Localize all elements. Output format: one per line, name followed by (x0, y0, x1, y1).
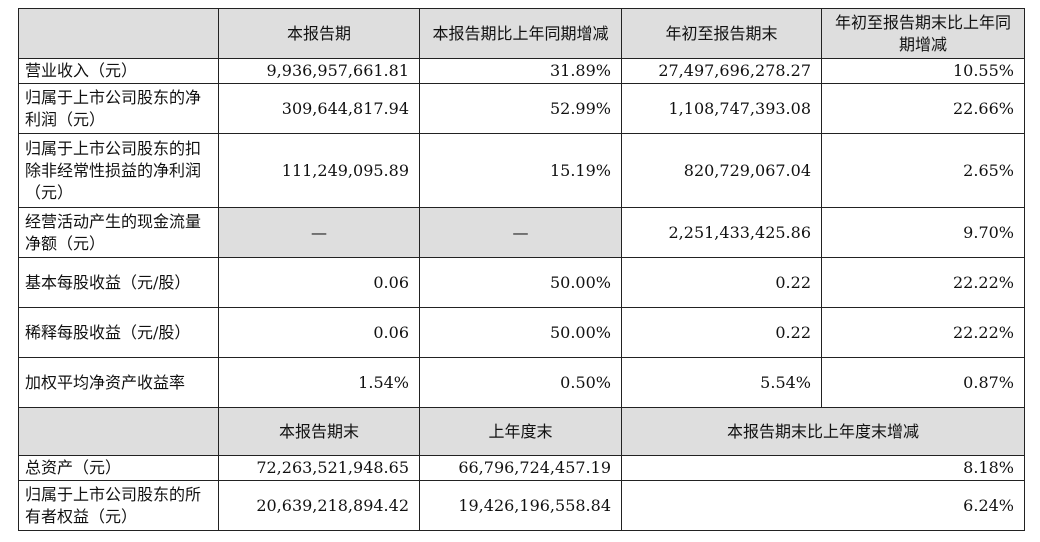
cell-value: 0.22 (621, 307, 822, 358)
cell-dash: — (218, 207, 420, 258)
header-ytd: 年初至报告期末 (621, 8, 822, 59)
financial-table: 本报告期 本报告期比上年同期增减 年初至报告期末 年初至报告期末比上年同期增减 … (18, 8, 1025, 531)
cell-value: 10.55% (821, 58, 1025, 84)
cell-value: 1,108,747,393.08 (621, 83, 822, 134)
header-current-period: 本报告期 (218, 8, 420, 59)
cell-value: 111,249,095.89 (218, 133, 420, 208)
cell-value: 50.00% (419, 307, 622, 358)
table-row: 营业收入（元） 9,936,957,661.81 31.89% 27,497,6… (18, 58, 1025, 84)
cell-value: 20,639,218,894.42 (218, 480, 420, 531)
cell-value: 22.22% (821, 307, 1025, 358)
cell-value: 52.99% (419, 83, 622, 134)
row-label: 归属于上市公司股东的所有者权益（元） (18, 480, 219, 531)
cell-value: 66,796,724,457.19 (419, 455, 622, 481)
header-period-end-change: 本报告期末比上年度末增减 (621, 407, 1025, 456)
cell-value: 9.70% (821, 207, 1025, 258)
table-row: 归属于上市公司股东的所有者权益（元） 20,639,218,894.42 19,… (18, 480, 1025, 531)
cell-value: 27,497,696,278.27 (621, 58, 822, 84)
table-row: 稀释每股收益（元/股） 0.06 50.00% 0.22 22.22% (18, 307, 1025, 358)
cell-value: 0.22 (621, 257, 822, 308)
cell-value: 309,644,817.94 (218, 83, 420, 134)
table-row: 加权平均净资产收益率 1.54% 0.50% 5.54% 0.87% (18, 357, 1025, 408)
table-row: 经营活动产生的现金流量净额（元） — — 2,251,433,425.86 9.… (18, 207, 1025, 258)
row-label: 经营活动产生的现金流量净额（元） (18, 207, 219, 258)
header-blank (18, 407, 219, 456)
header-ytd-yoy: 年初至报告期末比上年同期增减 (821, 8, 1025, 59)
row-label: 稀释每股收益（元/股） (18, 307, 219, 358)
cell-value: 15.19% (419, 133, 622, 208)
row-label: 营业收入（元） (18, 58, 219, 84)
cell-value: 0.06 (218, 307, 420, 358)
cell-value: 820,729,067.04 (621, 133, 822, 208)
header-row-1: 本报告期 本报告期比上年同期增减 年初至报告期末 年初至报告期末比上年同期增减 (18, 8, 1025, 59)
cell-value: 31.89% (419, 58, 622, 84)
table-row: 归属于上市公司股东的扣除非经常性损益的净利润（元） 111,249,095.89… (18, 133, 1025, 208)
cell-value: 19,426,196,558.84 (419, 480, 622, 531)
cell-value: 50.00% (419, 257, 622, 308)
cell-value: 6.24% (621, 480, 1025, 531)
cell-value: 8.18% (621, 455, 1025, 481)
cell-dash: — (419, 207, 622, 258)
cell-value: 2,251,433,425.86 (621, 207, 822, 258)
row-label: 归属于上市公司股东的净利润（元） (18, 83, 219, 134)
cell-value: 0.50% (419, 357, 622, 408)
row-label: 总资产（元） (18, 455, 219, 481)
cell-value: 0.87% (821, 357, 1025, 408)
table-row: 归属于上市公司股东的净利润（元） 309,644,817.94 52.99% 1… (18, 83, 1025, 134)
table-row: 总资产（元） 72,263,521,948.65 66,796,724,457.… (18, 455, 1025, 481)
header-blank (18, 8, 219, 59)
header-prior-year-end: 上年度末 (419, 407, 622, 456)
table-row: 基本每股收益（元/股） 0.06 50.00% 0.22 22.22% (18, 257, 1025, 308)
header-row-2: 本报告期末 上年度末 本报告期末比上年度末增减 (18, 407, 1025, 456)
header-period-end: 本报告期末 (218, 407, 420, 456)
row-label: 归属于上市公司股东的扣除非经常性损益的净利润（元） (18, 133, 219, 208)
cell-value: 22.22% (821, 257, 1025, 308)
row-label: 基本每股收益（元/股） (18, 257, 219, 308)
cell-value: 1.54% (218, 357, 420, 408)
cell-value: 72,263,521,948.65 (218, 455, 420, 481)
cell-value: 22.66% (821, 83, 1025, 134)
cell-value: 2.65% (821, 133, 1025, 208)
cell-value: 0.06 (218, 257, 420, 308)
row-label: 加权平均净资产收益率 (18, 357, 219, 408)
cell-value: 5.54% (621, 357, 822, 408)
header-current-period-yoy: 本报告期比上年同期增减 (419, 8, 622, 59)
cell-value: 9,936,957,661.81 (218, 58, 420, 84)
